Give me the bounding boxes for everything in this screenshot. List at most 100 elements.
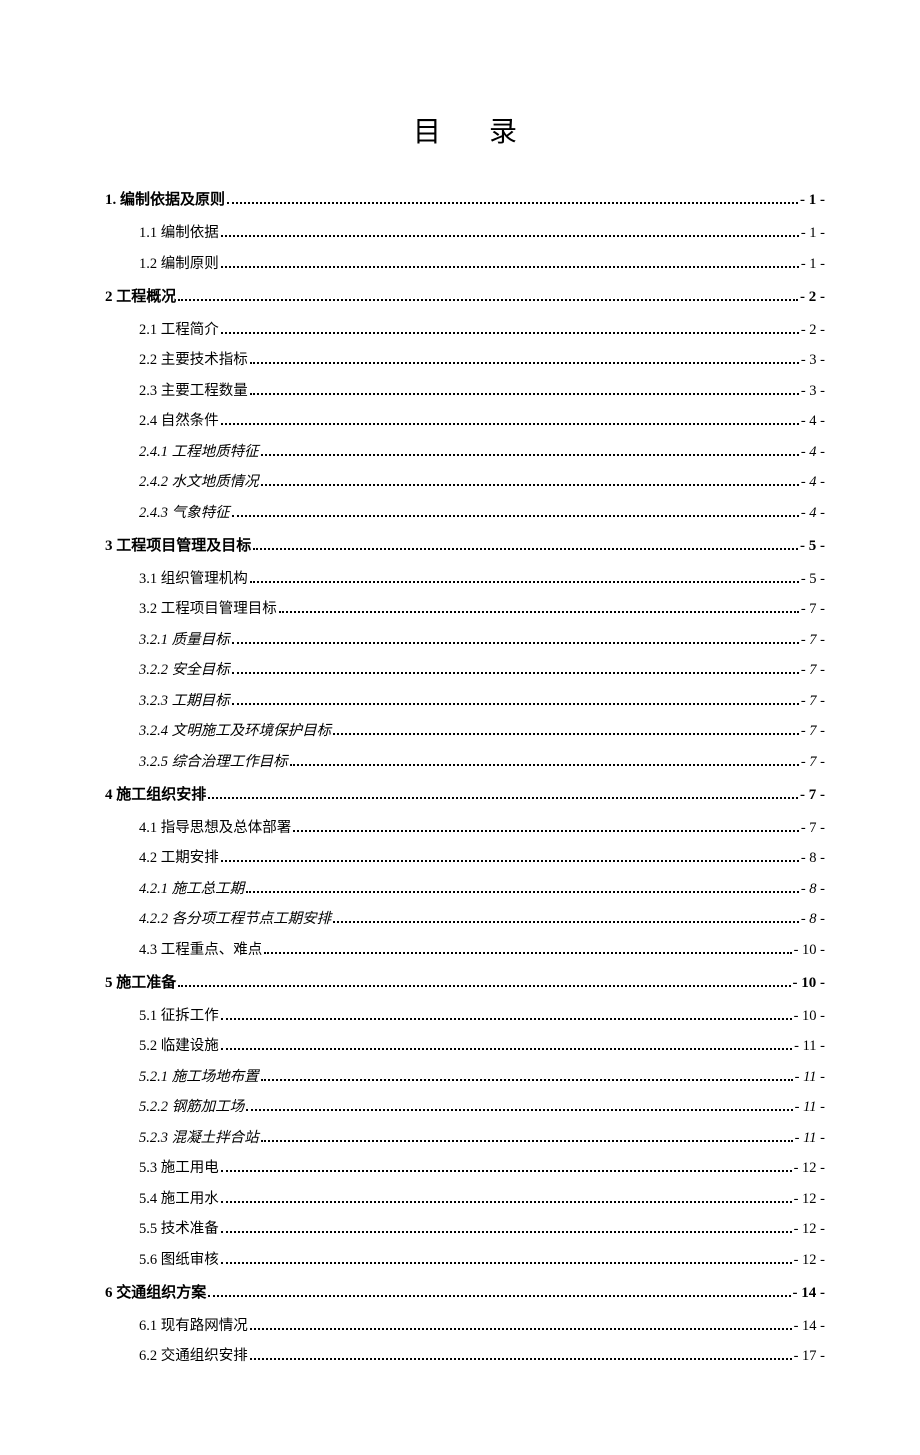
toc-entry-page: - 4 -	[801, 505, 825, 522]
toc-entry-page: - 8 -	[801, 881, 825, 898]
toc-entry: 1. 编制依据及原则 - 1 -	[105, 188, 825, 209]
toc-entry-label: 5.2.2 钢筋加工场	[139, 1095, 244, 1116]
toc-entry-label: 3.2.2 安全目标	[139, 658, 230, 679]
toc-entry: 5.6 图纸审核 - 12 -	[105, 1248, 825, 1269]
toc-entry: 5.2.3 混凝土拌合站 - 11 -	[105, 1126, 825, 1147]
toc-leader	[279, 611, 799, 613]
toc-entry-label: 2.3 主要工程数量	[139, 379, 248, 400]
toc-leader	[221, 1018, 792, 1020]
toc-leader	[250, 1358, 792, 1360]
toc-entry-label: 3.2.5 综合治理工作目标	[139, 750, 288, 771]
toc-leader	[261, 454, 799, 456]
toc-entry-page: - 4 -	[801, 413, 825, 430]
toc-leader	[246, 891, 799, 893]
toc-entry-label: 5.2 临建设施	[139, 1034, 219, 1055]
toc-leader	[333, 733, 799, 735]
toc-leader	[253, 548, 798, 550]
toc-entry-page: - 14 -	[794, 1318, 825, 1335]
toc-entry-page: - 5 -	[800, 538, 825, 555]
toc-leader	[250, 393, 799, 395]
toc-leader	[221, 1262, 792, 1264]
toc-entry: 5.2.2 钢筋加工场 - 11 -	[105, 1095, 825, 1116]
toc-entry-page: - 12 -	[794, 1160, 825, 1177]
toc-entry: 2.4 自然条件 - 4 -	[105, 409, 825, 430]
toc-entry-label: 4.2.1 施工总工期	[139, 877, 244, 898]
toc-entry-label: 3 工程项目管理及目标	[105, 534, 251, 555]
toc-leader	[232, 515, 799, 517]
toc-entry: 2 工程概况- 2 -	[105, 285, 825, 306]
toc-entry-label: 3.1 组织管理机构	[139, 567, 248, 588]
toc-leader	[232, 672, 799, 674]
toc-leader	[293, 830, 799, 832]
toc-entry: 3.2.4 文明施工及环境保护目标- 7 -	[105, 719, 825, 740]
toc-entry: 3.2.5 综合治理工作目标- 7 -	[105, 750, 825, 771]
toc-entry-label: 2.4 自然条件	[139, 409, 219, 430]
toc-entry-page: - 2 -	[801, 322, 825, 339]
toc-leader	[208, 1295, 790, 1297]
toc-leader	[227, 202, 798, 204]
toc-entry-page: - 11 -	[795, 1069, 825, 1086]
toc-leader	[290, 764, 799, 766]
toc-entry-label: 5.4 施工用水	[139, 1187, 219, 1208]
toc-entry: 6.2 交通组织安排- 17 -	[105, 1344, 825, 1365]
toc-entry-page: - 3 -	[801, 383, 825, 400]
toc-entry: 5.4 施工用水- 12 -	[105, 1187, 825, 1208]
toc-entry-page: - 4 -	[801, 444, 825, 461]
toc-entry: 6.1 现有路网情况- 14 -	[105, 1314, 825, 1335]
toc-entry: 5.2 临建设施- 11 -	[105, 1034, 825, 1055]
toc-entry: 4 施工组织安排- 7 -	[105, 783, 825, 804]
toc-leader	[246, 1109, 793, 1111]
toc-leader	[264, 952, 791, 954]
toc-leader	[221, 1048, 792, 1050]
toc-entry: 3.1 组织管理机构- 5 -	[105, 567, 825, 588]
toc-entry-page: - 7 -	[801, 693, 825, 710]
toc-entry-label: 4.2.2 各分项工程节点工期安排	[139, 907, 331, 928]
toc-entry-label: 5.1 征拆工作	[139, 1004, 219, 1025]
toc-entry-label: 5.2.3 混凝土拌合站	[139, 1126, 259, 1147]
toc-leader	[221, 235, 799, 237]
toc-entry-label: 2.4.1 工程地质特征	[139, 440, 259, 461]
toc-leader	[250, 362, 799, 364]
toc-entry-page: - 7 -	[801, 632, 825, 649]
toc-leader	[221, 860, 799, 862]
toc-entry: 2.4.2 水文地质情况- 4 -	[105, 470, 825, 491]
toc-entry-page: - 11 -	[795, 1130, 825, 1147]
toc-leader	[261, 1140, 793, 1142]
toc-entry-page: - 11 -	[795, 1099, 825, 1116]
toc-entry-label: 3.2.3 工期目标	[139, 689, 230, 710]
toc-leader	[261, 484, 799, 486]
toc-entry: 2.4.3 气象特征- 4 -	[105, 501, 825, 522]
toc-entry-label: 4.3 工程重点、难点	[139, 938, 262, 959]
toc-entry-label: 1.1 编制依据	[139, 221, 219, 242]
table-of-contents: 1. 编制依据及原则 - 1 - 1.1 编制依据 - 1 - 1.2 编制原则- 1 …	[105, 188, 825, 1365]
toc-leader	[221, 1231, 792, 1233]
toc-entry-page: - 7 -	[801, 820, 825, 837]
toc-entry: 6 交通组织方案- 14 -	[105, 1281, 825, 1302]
toc-entry-page: - 7 -	[801, 723, 825, 740]
toc-entry-page: - 8 -	[801, 911, 825, 928]
toc-leader	[221, 266, 799, 268]
toc-entry: 3.2.3 工期目标 - 7 -	[105, 689, 825, 710]
toc-entry-label: 4 施工组织安排	[105, 783, 206, 804]
toc-leader	[250, 1328, 792, 1330]
toc-entry: 2.4.1 工程地质特征 - 4 -	[105, 440, 825, 461]
toc-entry: 5 施工准备- 10 -	[105, 971, 825, 992]
toc-leader	[208, 797, 798, 799]
toc-entry-label: 1. 编制依据及原则	[105, 188, 225, 209]
toc-entry: 5.1 征拆工作 - 10 -	[105, 1004, 825, 1025]
toc-entry: 3.2.2 安全目标 - 7 -	[105, 658, 825, 679]
toc-entry-page: - 2 -	[800, 289, 825, 306]
toc-entry-label: 2.1 工程简介	[139, 318, 219, 339]
toc-entry: 3 工程项目管理及目标 - 5 -	[105, 534, 825, 555]
toc-entry-label: 3.2.1 质量目标	[139, 628, 230, 649]
toc-entry-page: - 12 -	[794, 1252, 825, 1269]
toc-entry-page: - 7 -	[801, 662, 825, 679]
toc-entry: 2.1 工程简介 - 2 -	[105, 318, 825, 339]
toc-entry: 4.1 指导思想及总体部署- 7 -	[105, 816, 825, 837]
toc-entry-page: - 1 -	[800, 192, 825, 209]
toc-entry-label: 5.6 图纸审核	[139, 1248, 219, 1269]
toc-leader	[221, 423, 799, 425]
toc-entry: 5.2.1 施工场地布置- 11 -	[105, 1065, 825, 1086]
toc-entry: 1.2 编制原则- 1 -	[105, 252, 825, 273]
toc-entry-page: - 10 -	[794, 1008, 825, 1025]
